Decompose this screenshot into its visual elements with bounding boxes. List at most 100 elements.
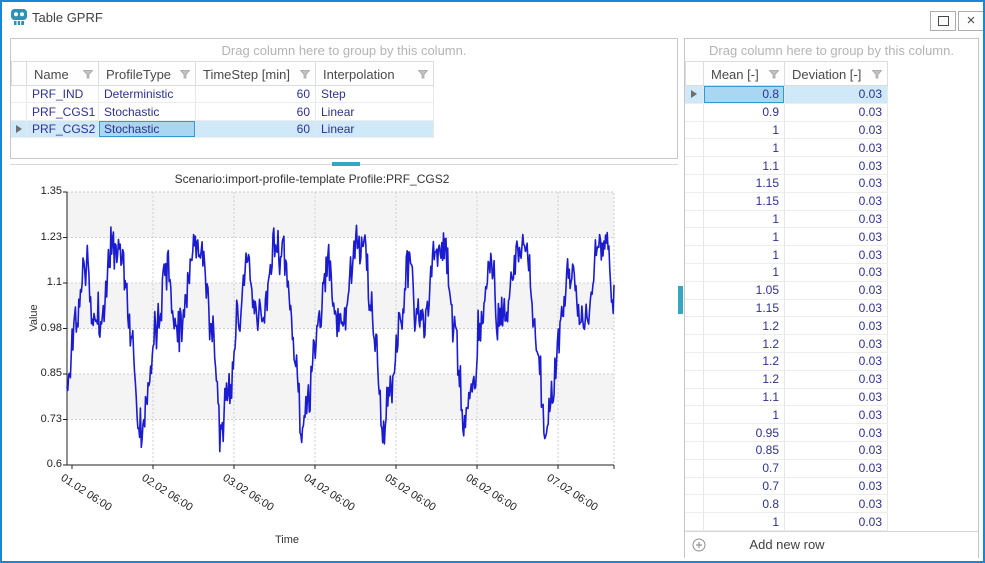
table-row[interactable]: 1.2 0.03 (685, 335, 888, 353)
table-row[interactable]: 1.2 0.03 (685, 317, 888, 336)
table-row[interactable]: 1.1 0.03 (685, 157, 888, 175)
table-row[interactable]: PRF_CGS1 Stochastic 60 Linear (11, 103, 434, 121)
table-row[interactable]: 0.7 0.03 (685, 459, 888, 478)
table-cell[interactable]: 0.03 (785, 86, 888, 103)
table-cell[interactable]: 0.03 (785, 459, 888, 477)
table-cell[interactable]: 1 (704, 210, 785, 228)
table-row[interactable]: 1 0.03 (685, 513, 888, 531)
table-cell[interactable]: 0.03 (785, 317, 888, 335)
column-header[interactable]: Name (27, 61, 99, 86)
table-cell[interactable]: 1.2 (704, 335, 785, 352)
table-cell[interactable]: 1.15 (704, 192, 785, 210)
table-cell[interactable]: PRF_CGS2 (27, 120, 99, 138)
table-row[interactable]: 0.95 0.03 (685, 424, 888, 442)
table-cell[interactable]: 1.2 (704, 370, 785, 388)
table-cell[interactable]: 0.03 (785, 513, 888, 530)
table-cell[interactable]: 1 (704, 246, 785, 263)
table-cell[interactable]: 1.05 (704, 281, 785, 299)
filter-icon[interactable] (83, 70, 93, 79)
table-row[interactable]: 0.8 0.03 (685, 86, 888, 104)
table-cell[interactable]: 1.15 (704, 299, 785, 317)
table-cell[interactable]: 1.1 (704, 157, 785, 174)
table-cell[interactable]: 1 (704, 121, 785, 139)
table-cell[interactable]: 1.1 (704, 388, 785, 406)
filter-icon[interactable] (180, 70, 190, 79)
table-row[interactable]: 1.2 0.03 (685, 370, 888, 389)
table-row[interactable]: 1 0.03 (685, 264, 888, 282)
table-row[interactable]: 1.1 0.03 (685, 388, 888, 407)
table-row[interactable]: PRF_CGS2 Stochastic 60 Linear (11, 120, 434, 139)
table-cell[interactable]: 0.85 (704, 442, 785, 459)
table-cell[interactable]: Deterministic (99, 86, 196, 103)
table-cell[interactable]: 0.95 (704, 424, 785, 441)
table-cell[interactable]: Stochastic (99, 103, 196, 120)
table-row[interactable]: 1.05 0.03 (685, 281, 888, 300)
table-cell[interactable]: 0.03 (785, 121, 888, 139)
table-row[interactable]: 1.2 0.03 (685, 353, 888, 371)
table-cell[interactable]: 0.03 (785, 388, 888, 406)
title-bar[interactable]: Table GPRF × (2, 2, 983, 34)
table-row[interactable]: 1.15 0.03 (685, 192, 888, 211)
table-row[interactable]: 1 0.03 (685, 210, 888, 229)
table-cell[interactable]: 0.03 (785, 335, 888, 352)
table-cell[interactable]: 1.15 (704, 175, 785, 192)
table-row[interactable]: 1.15 0.03 (685, 175, 888, 193)
column-header[interactable]: Mean [-] (704, 61, 785, 86)
table-cell[interactable]: 0.03 (785, 103, 888, 121)
table-cell[interactable]: 0.8 (704, 495, 785, 513)
table-cell[interactable]: 0.03 (785, 370, 888, 388)
table-row[interactable]: 1 0.03 (685, 139, 888, 158)
table-row[interactable]: 0.9 0.03 (685, 103, 888, 122)
table-cell[interactable]: 0.03 (785, 424, 888, 441)
group-by-drop-area[interactable]: Drag column here to group by this column… (221, 43, 467, 58)
table-cell[interactable]: 60 (196, 120, 316, 138)
table-cell[interactable]: 0.03 (785, 281, 888, 299)
table-cell[interactable]: 0.03 (785, 175, 888, 192)
table-cell[interactable]: Linear (316, 103, 434, 120)
table-cell[interactable]: 1 (704, 228, 785, 246)
table-cell[interactable]: PRF_IND (27, 86, 99, 103)
table-row[interactable]: 1 0.03 (685, 406, 888, 425)
filter-icon[interactable] (769, 70, 779, 79)
table-cell[interactable]: 0.03 (785, 246, 888, 263)
table-cell[interactable]: 60 (196, 103, 316, 120)
table-cell[interactable]: 0.03 (785, 228, 888, 246)
table-cell[interactable]: 0.03 (785, 299, 888, 317)
add-new-row-button[interactable]: Add new row (685, 531, 978, 558)
group-by-drop-area[interactable]: Drag column here to group by this column… (709, 43, 954, 58)
table-cell[interactable]: Stochastic (99, 120, 196, 138)
table-cell[interactable]: 0.03 (785, 157, 888, 174)
table-cell[interactable]: 0.03 (785, 264, 888, 281)
horizontal-splitter[interactable] (332, 162, 360, 166)
table-cell[interactable]: 0.03 (785, 139, 888, 157)
column-header[interactable]: Interpolation (316, 61, 434, 86)
table-cell[interactable]: 0.03 (785, 353, 888, 370)
table-row[interactable]: PRF_IND Deterministic 60 Step (11, 86, 434, 104)
table-row[interactable]: 1 0.03 (685, 121, 888, 140)
table-cell[interactable]: 1.2 (704, 353, 785, 370)
maximize-button[interactable] (930, 11, 956, 31)
table-cell[interactable]: PRF_CGS1 (27, 103, 99, 120)
column-header[interactable]: TimeStep [min] (196, 61, 316, 86)
column-header[interactable]: Deviation [-] (785, 61, 888, 86)
table-cell[interactable]: 0.8 (704, 86, 785, 103)
table-row[interactable]: 0.85 0.03 (685, 442, 888, 460)
table-cell[interactable]: 0.03 (785, 495, 888, 513)
table-cell[interactable]: 0.7 (704, 459, 785, 477)
table-cell[interactable]: 0.9 (704, 103, 785, 121)
table-cell[interactable]: 0.03 (785, 442, 888, 459)
table-cell[interactable]: 0.03 (785, 210, 888, 228)
table-cell[interactable]: 1 (704, 406, 785, 424)
table-cell[interactable]: Linear (316, 120, 434, 138)
table-row[interactable]: 0.7 0.03 (685, 477, 888, 496)
table-row[interactable]: 1 0.03 (685, 228, 888, 247)
vertical-splitter[interactable] (678, 286, 683, 314)
table-row[interactable]: 1.15 0.03 (685, 299, 888, 318)
table-cell[interactable]: 1 (704, 264, 785, 281)
filter-icon[interactable] (418, 70, 428, 79)
table-cell[interactable]: 0.03 (785, 406, 888, 424)
table-cell[interactable]: 1 (704, 513, 785, 530)
table-cell[interactable]: 0.03 (785, 477, 888, 495)
table-cell[interactable]: 1.2 (704, 317, 785, 335)
column-header[interactable]: ProfileType (99, 61, 196, 86)
